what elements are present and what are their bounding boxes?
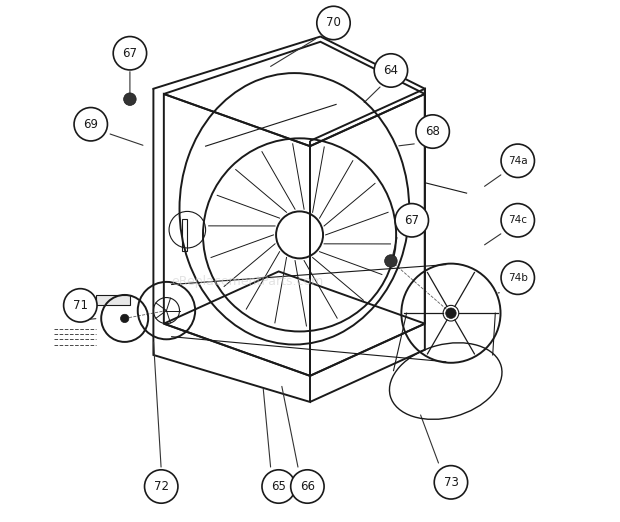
Polygon shape bbox=[96, 295, 130, 305]
Circle shape bbox=[374, 54, 407, 87]
Text: 72: 72 bbox=[154, 480, 169, 493]
Text: 66: 66 bbox=[300, 480, 315, 493]
Circle shape bbox=[501, 204, 534, 237]
Text: 69: 69 bbox=[83, 118, 98, 130]
Circle shape bbox=[113, 37, 146, 70]
Circle shape bbox=[74, 108, 107, 141]
Circle shape bbox=[120, 314, 129, 323]
Circle shape bbox=[416, 115, 450, 148]
Text: 73: 73 bbox=[443, 476, 458, 489]
Text: 74a: 74a bbox=[508, 156, 528, 166]
Text: 67: 67 bbox=[404, 214, 419, 227]
Circle shape bbox=[395, 204, 428, 237]
Circle shape bbox=[501, 261, 534, 294]
Text: 67: 67 bbox=[122, 47, 138, 60]
Text: 68: 68 bbox=[425, 125, 440, 138]
Circle shape bbox=[384, 255, 397, 267]
Circle shape bbox=[446, 308, 456, 318]
Text: 71: 71 bbox=[73, 299, 88, 312]
Circle shape bbox=[64, 289, 97, 322]
Text: 64: 64 bbox=[383, 64, 399, 77]
Text: 74c: 74c bbox=[508, 215, 527, 226]
Text: 74b: 74b bbox=[508, 272, 528, 283]
Circle shape bbox=[144, 470, 178, 503]
Circle shape bbox=[434, 466, 467, 499]
Text: 70: 70 bbox=[326, 17, 341, 29]
Circle shape bbox=[291, 470, 324, 503]
Text: eReplacementParts.com: eReplacementParts.com bbox=[171, 276, 324, 288]
Circle shape bbox=[501, 144, 534, 177]
Circle shape bbox=[317, 6, 350, 40]
Circle shape bbox=[262, 470, 295, 503]
Text: 65: 65 bbox=[271, 480, 286, 493]
Circle shape bbox=[123, 93, 136, 105]
